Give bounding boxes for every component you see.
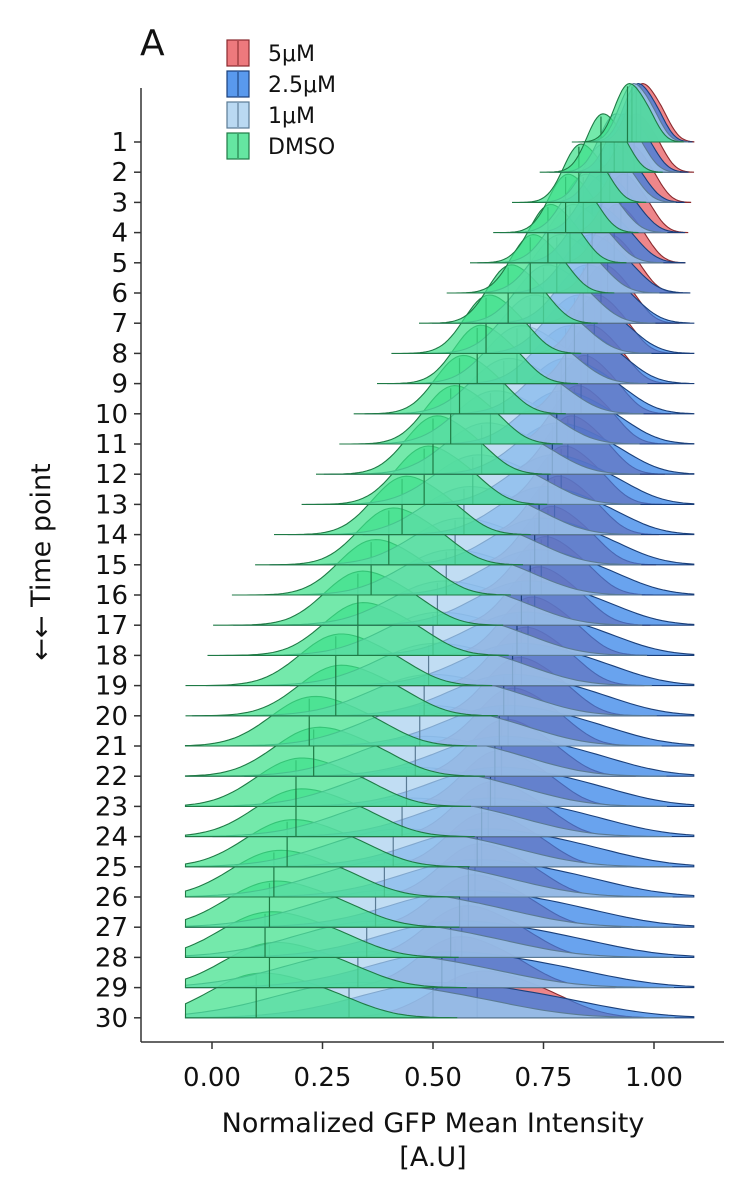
y-tick-label: 28 — [95, 943, 128, 973]
ridges-layer — [184, 83, 695, 1019]
y-tick-label: 22 — [95, 762, 128, 792]
legend: 5μM 2.5μM 1μM DMSO — [226, 39, 336, 160]
y-tick-label: 26 — [95, 883, 128, 913]
y-tick-label: 7 — [111, 309, 128, 339]
y-tick-label: 13 — [95, 490, 128, 520]
y-tick-label: 9 — [111, 370, 128, 400]
legend-label: 2.5μM — [268, 73, 336, 98]
y-tick-label: 6 — [111, 279, 128, 309]
panel-label: A — [140, 23, 165, 64]
y-tick-label: 17 — [95, 611, 128, 641]
y-tick-label: 29 — [95, 974, 128, 1004]
y-tick-label: 1 — [111, 128, 128, 158]
x-tick-label: 0.50 — [404, 1063, 462, 1093]
x-tick-label: 0.75 — [515, 1063, 573, 1093]
x-tick-label: 0.00 — [183, 1063, 241, 1093]
y-tick-label: 14 — [95, 521, 128, 551]
y-tick-label: 18 — [95, 641, 128, 671]
x-tick-label: 0.25 — [294, 1063, 352, 1093]
legend-label: DMSO — [268, 135, 335, 160]
y-tick-label: 25 — [95, 853, 128, 883]
y-tick-label: 11 — [95, 430, 128, 460]
y-ticks: 1234567891011121314151617181920212223242… — [95, 128, 141, 1034]
y-tick-label: 21 — [95, 732, 128, 762]
y-tick-label: 3 — [111, 188, 128, 218]
y-tick-label: 15 — [95, 551, 128, 581]
x-axis-title-line1: Normalized GFP Mean Intensity — [222, 1108, 645, 1139]
y-tick-label: 2 — [111, 158, 128, 188]
x-tick-label: 1.00 — [625, 1063, 683, 1093]
y-tick-label: 30 — [95, 1004, 128, 1034]
y-tick-label: 19 — [95, 672, 128, 702]
y-axis-title: ←← Time point — [26, 463, 57, 660]
y-tick-label: 10 — [95, 400, 128, 430]
y-tick-label: 5 — [111, 249, 128, 279]
y-tick-label: 16 — [95, 581, 128, 611]
x-axis-title-line2: [A.U] — [399, 1142, 466, 1173]
legend-label: 1μM — [268, 104, 315, 129]
legend-label: 5μM — [268, 42, 315, 67]
y-tick-label: 23 — [95, 792, 128, 822]
x-ticks: 0.00 0.25 0.50 0.75 1.00 — [183, 1042, 683, 1093]
y-tick-label: 4 — [111, 219, 128, 249]
y-tick-label: 20 — [95, 702, 128, 732]
y-tick-label: 27 — [95, 913, 128, 943]
y-tick-label: 24 — [95, 823, 128, 853]
y-tick-label: 12 — [95, 460, 128, 490]
y-tick-label: 8 — [111, 339, 128, 369]
